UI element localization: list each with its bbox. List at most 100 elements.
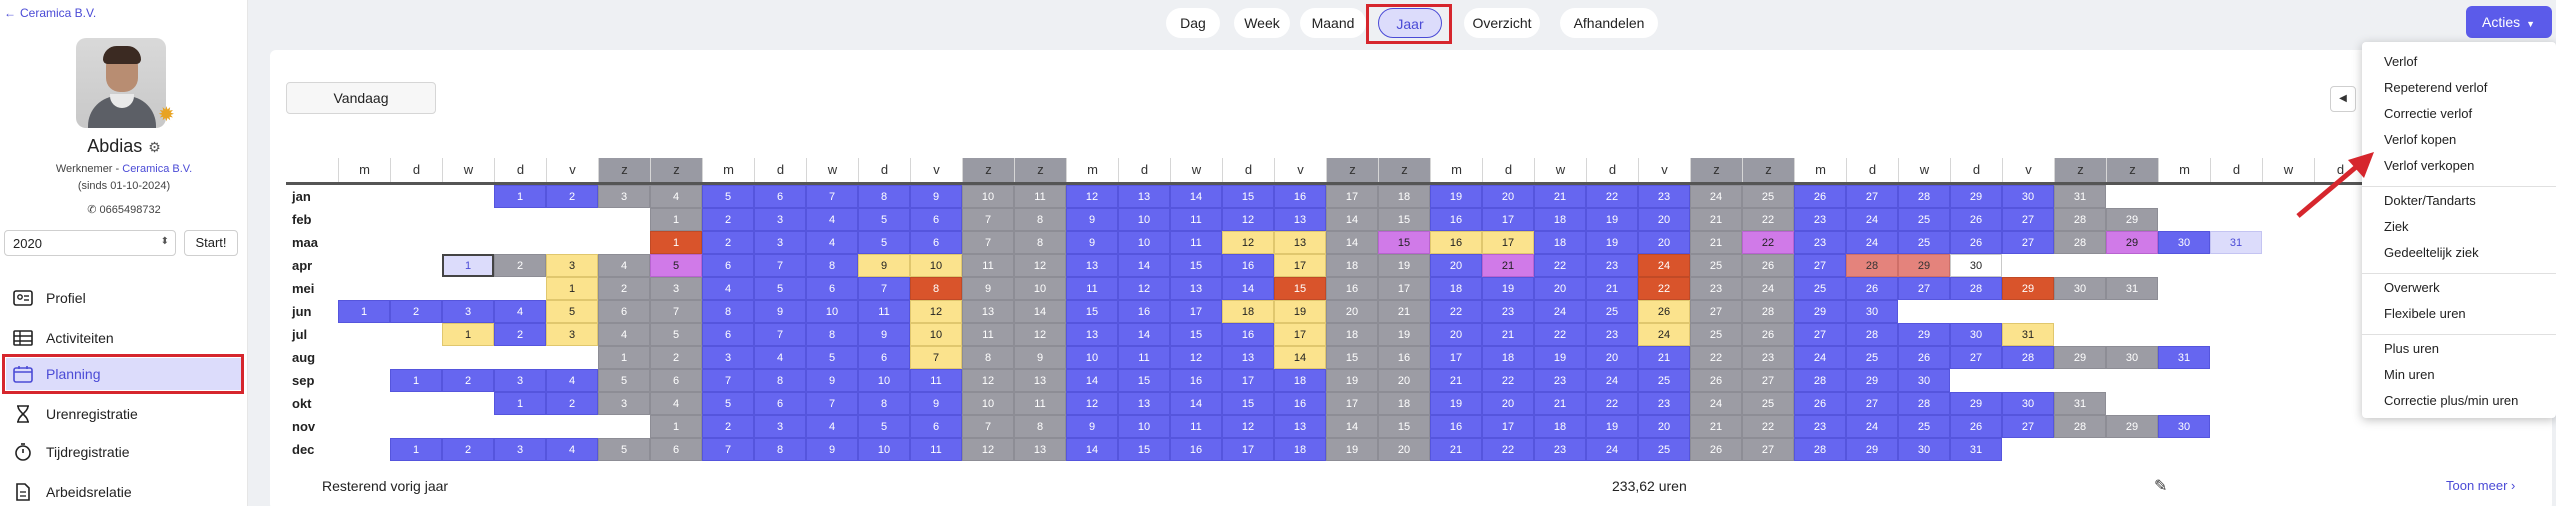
day-cell[interactable]: 12 (1066, 392, 1118, 415)
pencil-icon[interactable]: ✎ (2154, 478, 2168, 495)
day-cell[interactable]: 7 (806, 392, 858, 415)
sidebar-item-arbeidsrelatie[interactable]: Arbeidsrelatie (6, 476, 242, 506)
day-cell[interactable]: 27 (1794, 323, 1846, 346)
day-cell[interactable]: 27 (1794, 254, 1846, 277)
day-cell[interactable]: 21 (1482, 323, 1534, 346)
day-cell[interactable]: 28 (1898, 185, 1950, 208)
day-cell[interactable]: 11 (1170, 208, 1222, 231)
day-cell[interactable]: 15 (1326, 346, 1378, 369)
day-cell[interactable]: 23 (1638, 392, 1690, 415)
day-cell[interactable]: 1 (494, 392, 546, 415)
day-cell[interactable]: 25 (1638, 369, 1690, 392)
day-cell[interactable]: 5 (650, 254, 702, 277)
day-cell[interactable]: 2 (702, 208, 754, 231)
day-cell[interactable]: 19 (1326, 438, 1378, 461)
day-cell[interactable]: 11 (1014, 392, 1066, 415)
day-cell[interactable]: 24 (1638, 323, 1690, 346)
day-cell[interactable]: 25 (1742, 392, 1794, 415)
day-cell[interactable]: 23 (1586, 254, 1638, 277)
day-cell[interactable]: 11 (1170, 415, 1222, 438)
day-cell[interactable]: 20 (1378, 438, 1430, 461)
day-cell[interactable]: 5 (858, 415, 910, 438)
day-cell[interactable]: 22 (1638, 277, 1690, 300)
day-cell[interactable]: 7 (754, 323, 806, 346)
day-cell[interactable]: 29 (1898, 254, 1950, 277)
day-cell[interactable]: 18 (1482, 346, 1534, 369)
day-cell[interactable]: 20 (1638, 415, 1690, 438)
day-cell[interactable]: 18 (1326, 323, 1378, 346)
menu-item-ziek[interactable]: Ziek (2384, 219, 2409, 234)
day-cell[interactable]: 19 (1430, 392, 1482, 415)
day-cell[interactable]: 17 (1222, 438, 1274, 461)
day-cell[interactable]: 6 (858, 346, 910, 369)
sidebar-item-activiteiten[interactable]: Activiteiten (6, 322, 242, 354)
day-cell[interactable]: 14 (1326, 231, 1378, 254)
day-cell[interactable]: 8 (858, 185, 910, 208)
day-cell[interactable]: 9 (754, 300, 806, 323)
day-cell[interactable]: 21 (1430, 438, 1482, 461)
day-cell[interactable]: 28 (2054, 415, 2106, 438)
day-cell[interactable]: 14 (1326, 415, 1378, 438)
day-cell[interactable]: 17 (1378, 277, 1430, 300)
day-cell[interactable]: 13 (1066, 323, 1118, 346)
day-cell[interactable]: 29 (1794, 300, 1846, 323)
day-cell[interactable]: 15 (1118, 369, 1170, 392)
day-cell[interactable]: 26 (1638, 300, 1690, 323)
day-cell[interactable]: 10 (858, 369, 910, 392)
day-cell[interactable]: 16 (1430, 208, 1482, 231)
day-cell[interactable]: 29 (2106, 415, 2158, 438)
day-cell[interactable]: 7 (702, 369, 754, 392)
day-cell[interactable]: 20 (1482, 185, 1534, 208)
day-cell[interactable]: 19 (1586, 208, 1638, 231)
day-cell[interactable]: 30 (2158, 415, 2210, 438)
day-cell[interactable]: 23 (1534, 369, 1586, 392)
day-cell[interactable]: 19 (1378, 254, 1430, 277)
day-cell[interactable]: 14 (1066, 438, 1118, 461)
day-cell[interactable]: 20 (1638, 231, 1690, 254)
day-cell[interactable]: 13 (1014, 369, 1066, 392)
day-cell[interactable]: 8 (1014, 415, 1066, 438)
day-cell[interactable]: 5 (754, 277, 806, 300)
day-cell[interactable]: 26 (1898, 346, 1950, 369)
day-cell[interactable]: 15 (1222, 392, 1274, 415)
day-cell[interactable]: 9 (858, 254, 910, 277)
day-cell[interactable]: 22 (1534, 254, 1586, 277)
day-cell[interactable]: 26 (1794, 392, 1846, 415)
day-cell[interactable]: 29 (1846, 369, 1898, 392)
day-cell[interactable]: 4 (598, 254, 650, 277)
day-cell[interactable]: 18 (1274, 438, 1326, 461)
day-cell[interactable]: 2 (650, 346, 702, 369)
day-cell[interactable]: 28 (1846, 323, 1898, 346)
day-cell[interactable]: 11 (1170, 231, 1222, 254)
day-cell[interactable]: 8 (754, 438, 806, 461)
day-cell[interactable]: 4 (806, 208, 858, 231)
day-cell[interactable]: 27 (1690, 300, 1742, 323)
day-cell[interactable]: 20 (1430, 254, 1482, 277)
day-cell[interactable]: 3 (754, 415, 806, 438)
day-cell[interactable]: 16 (1222, 323, 1274, 346)
day-cell[interactable]: 29 (2106, 231, 2158, 254)
day-cell[interactable]: 12 (1014, 323, 1066, 346)
day-cell[interactable]: 16 (1118, 300, 1170, 323)
day-cell[interactable]: 6 (910, 208, 962, 231)
day-cell[interactable]: 3 (598, 392, 650, 415)
start-button[interactable]: Start! (184, 230, 238, 256)
menu-item-plus-uren[interactable]: Plus uren (2384, 341, 2439, 356)
day-cell[interactable]: 6 (598, 300, 650, 323)
day-cell[interactable]: 4 (754, 346, 806, 369)
day-cell[interactable]: 24 (1742, 277, 1794, 300)
day-cell[interactable]: 12 (1118, 277, 1170, 300)
day-cell[interactable]: 17 (1170, 300, 1222, 323)
day-cell[interactable]: 31 (2158, 346, 2210, 369)
day-cell[interactable]: 13 (1118, 392, 1170, 415)
day-cell[interactable]: 7 (702, 438, 754, 461)
day-cell[interactable]: 30 (2002, 392, 2054, 415)
day-cell[interactable]: 21 (1690, 231, 1742, 254)
day-cell[interactable]: 18 (1274, 369, 1326, 392)
day-cell[interactable]: 14 (1170, 185, 1222, 208)
day-cell[interactable]: 30 (2106, 346, 2158, 369)
day-cell[interactable]: 25 (1742, 185, 1794, 208)
day-cell[interactable]: 9 (1066, 231, 1118, 254)
day-cell[interactable]: 1 (338, 300, 390, 323)
day-cell[interactable]: 12 (962, 369, 1014, 392)
